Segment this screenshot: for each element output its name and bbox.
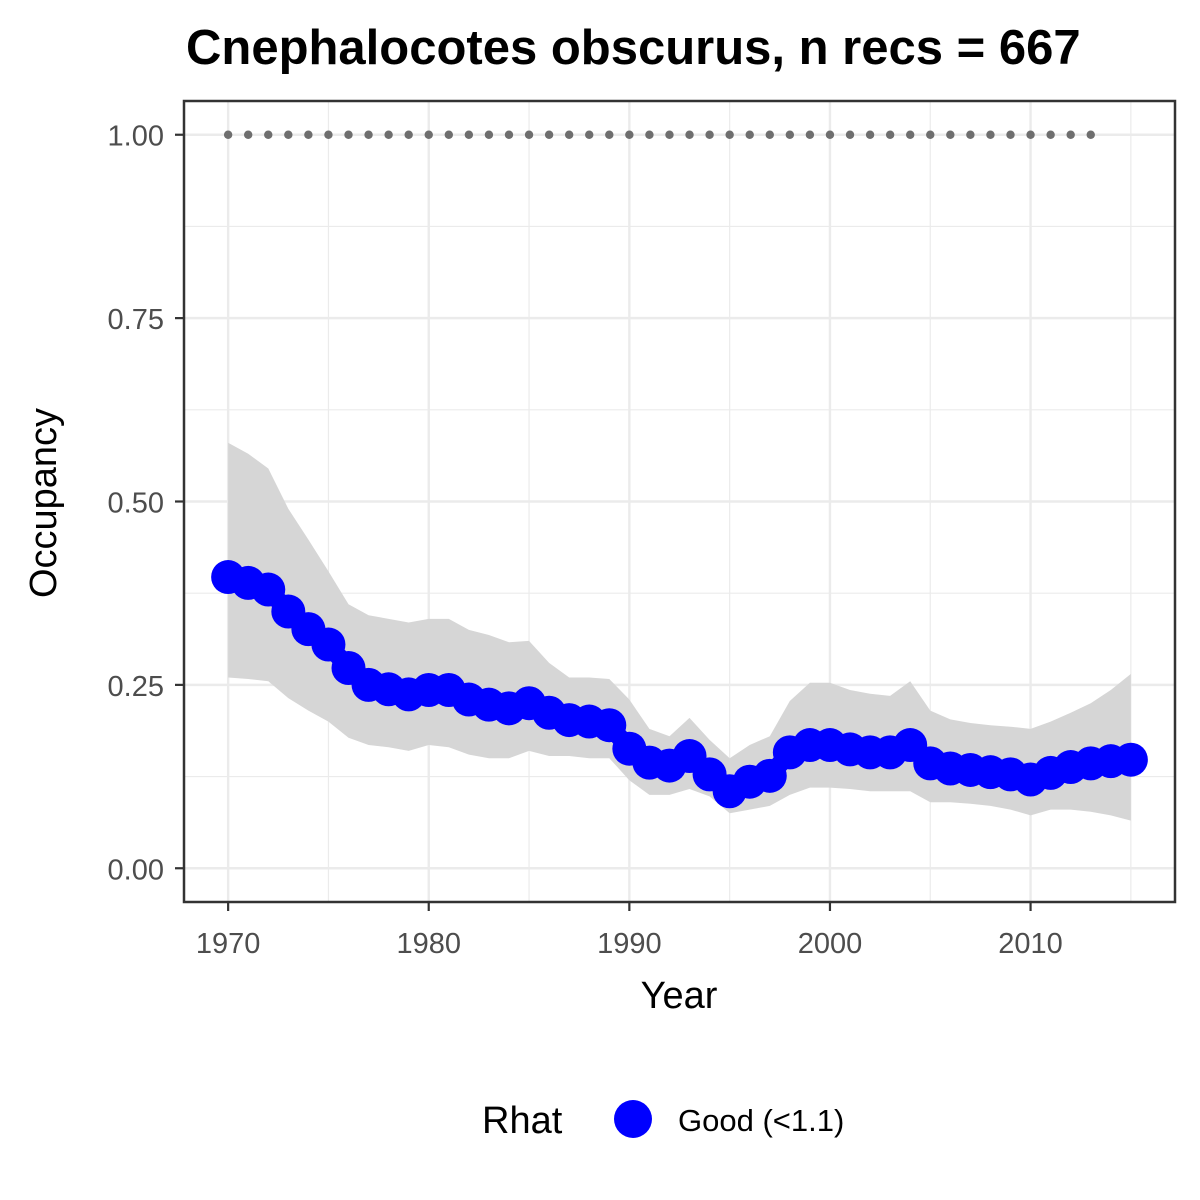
data-year-dot — [745, 130, 754, 139]
data-year-dot — [605, 130, 614, 139]
chart-title: Cnephalocotes obscurus, n recs = 667 — [186, 21, 1081, 75]
data-year-dot — [845, 130, 855, 139]
occupancy-point — [592, 708, 627, 743]
data-year-dot — [324, 130, 333, 139]
data-year-dot — [264, 130, 273, 139]
data-year-dot — [865, 130, 875, 139]
data-year-dot — [785, 130, 795, 139]
occupancy-point — [752, 758, 787, 793]
legend-key-good-marker — [614, 1100, 652, 1138]
occupancy-points-layer — [211, 560, 1148, 809]
x-tick-label: 1980 — [396, 928, 461, 960]
data-year-dot — [444, 130, 454, 139]
data-year-dot — [524, 130, 534, 139]
data-year-dot — [986, 130, 995, 139]
occupancy-point — [311, 627, 346, 662]
data-year-dot — [725, 130, 734, 139]
data-year-dot — [625, 130, 634, 139]
data-year-dot — [384, 130, 393, 139]
y-tick-label: 1.00 — [108, 121, 164, 153]
y-tick-label: 0.00 — [108, 854, 164, 886]
data-year-dot — [585, 130, 594, 139]
data-year-dot — [504, 130, 514, 139]
data-year-dot — [564, 130, 574, 139]
x-tick-label: 1990 — [597, 928, 662, 960]
data-year-dot — [404, 130, 413, 139]
data-year-dot — [344, 130, 353, 139]
credible-interval-ribbon — [228, 442, 1131, 821]
x-tick-label: 2000 — [798, 928, 863, 960]
data-year-dot — [544, 130, 554, 139]
data-year-dot — [1046, 130, 1055, 139]
data-year-dot — [1086, 130, 1095, 139]
data-year-dot — [1066, 130, 1075, 139]
y-tick-label: 0.50 — [108, 488, 164, 520]
data-year-dot — [905, 130, 915, 139]
y-tick-label: 0.25 — [108, 671, 164, 703]
data-year-dot — [464, 130, 474, 139]
data-years-dots-layer — [223, 130, 1095, 139]
data-year-dot — [1006, 130, 1015, 139]
data-year-dot — [926, 130, 935, 139]
legend-label-good: Good (<1.1) — [678, 1103, 844, 1138]
occupancy-point — [1113, 742, 1148, 777]
data-year-dot — [243, 130, 253, 139]
x-tick-label: 1970 — [196, 928, 261, 960]
data-year-dot — [805, 130, 815, 139]
data-year-dot — [284, 130, 293, 139]
data-year-dot — [223, 130, 233, 139]
data-year-dot — [484, 130, 494, 139]
y-axis-title: Occupancy — [23, 408, 65, 598]
data-year-dot — [1026, 130, 1035, 139]
x-tick-label: 2010 — [998, 928, 1063, 960]
data-year-dot — [825, 130, 835, 139]
credible-interval-ribbon-layer — [228, 442, 1131, 821]
data-year-dot — [665, 130, 674, 139]
data-year-dot — [885, 130, 895, 139]
occupancy-point — [251, 572, 286, 607]
data-year-dot — [424, 130, 433, 139]
data-year-dot — [364, 130, 373, 139]
data-year-dot — [685, 130, 694, 139]
data-year-dot — [645, 130, 654, 139]
y-axis: 0.00 0.25 0.50 0.75 1.00 — [108, 121, 184, 886]
data-year-dot — [966, 130, 975, 139]
legend-title: Rhat — [482, 1100, 563, 1142]
data-year-dot — [946, 130, 955, 139]
data-year-dot — [705, 130, 714, 139]
x-axis-title: Year — [641, 975, 718, 1017]
data-year-dot — [765, 130, 774, 139]
x-axis: 1970 1980 1990 2000 2010 — [196, 902, 1063, 960]
y-tick-label: 0.75 — [108, 304, 164, 336]
legend: Rhat Good (<1.1) — [482, 1100, 844, 1142]
data-year-dot — [304, 130, 313, 139]
